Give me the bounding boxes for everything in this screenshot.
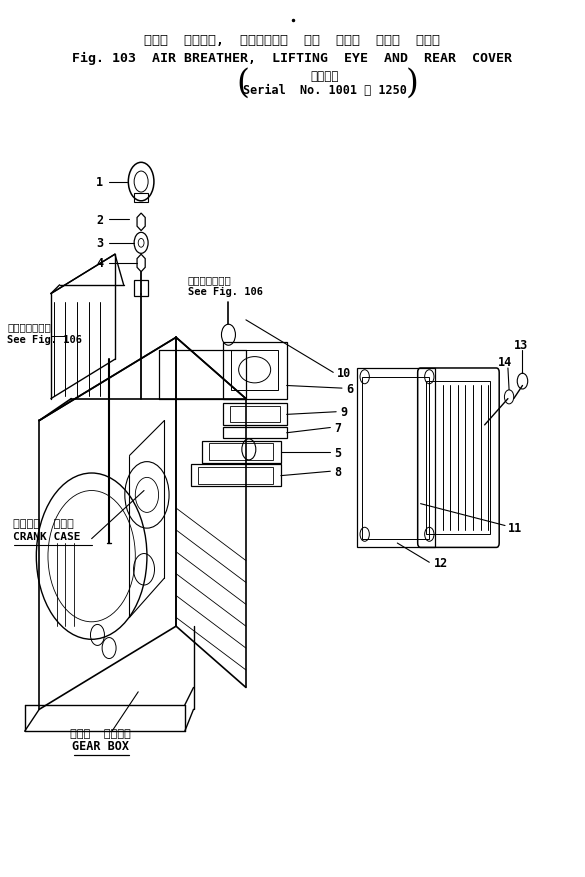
Text: Fig. 103  AIR BREATHER,  LIFTING  EYE  AND  REAR  COVER: Fig. 103 AIR BREATHER, LIFTING EYE AND R… xyxy=(73,52,512,65)
Text: 14: 14 xyxy=(498,356,512,369)
Text: (: ( xyxy=(236,68,250,100)
Text: 11: 11 xyxy=(508,521,522,534)
Text: CRANK CASE: CRANK CASE xyxy=(13,531,81,541)
Text: ギヤー  ボックス: ギヤー ボックス xyxy=(70,728,130,738)
Text: See Fig. 106: See Fig. 106 xyxy=(7,334,82,345)
Text: 5: 5 xyxy=(335,446,342,459)
Text: 3: 3 xyxy=(96,237,104,250)
Text: See Fig. 106: See Fig. 106 xyxy=(188,287,263,297)
Text: ): ) xyxy=(405,68,418,100)
Text: Serial  No. 1001 ～ 1250: Serial No. 1001 ～ 1250 xyxy=(243,84,407,97)
Text: 8: 8 xyxy=(335,465,342,478)
Text: 適用号機: 適用号機 xyxy=(310,70,339,83)
Text: GEAR BOX: GEAR BOX xyxy=(72,738,129,752)
Text: 7: 7 xyxy=(335,422,342,434)
Text: 第１０６図参照: 第１０６図参照 xyxy=(7,322,51,332)
Text: クランク  ケース: クランク ケース xyxy=(13,518,74,528)
Text: エアー  ブリーザ,  リフティング  アイ  および  リヤー  カバー: エアー ブリーザ, リフティング アイ および リヤー カバー xyxy=(144,34,441,47)
Text: 10: 10 xyxy=(338,367,352,380)
Text: 1: 1 xyxy=(96,176,104,189)
Text: 9: 9 xyxy=(340,406,347,418)
Text: 13: 13 xyxy=(514,339,528,352)
Text: 6: 6 xyxy=(346,382,353,396)
Text: 第１０６図参照: 第１０６図参照 xyxy=(188,275,232,285)
Text: 2: 2 xyxy=(96,213,104,226)
Text: 12: 12 xyxy=(433,556,448,569)
Text: 4: 4 xyxy=(96,257,104,270)
